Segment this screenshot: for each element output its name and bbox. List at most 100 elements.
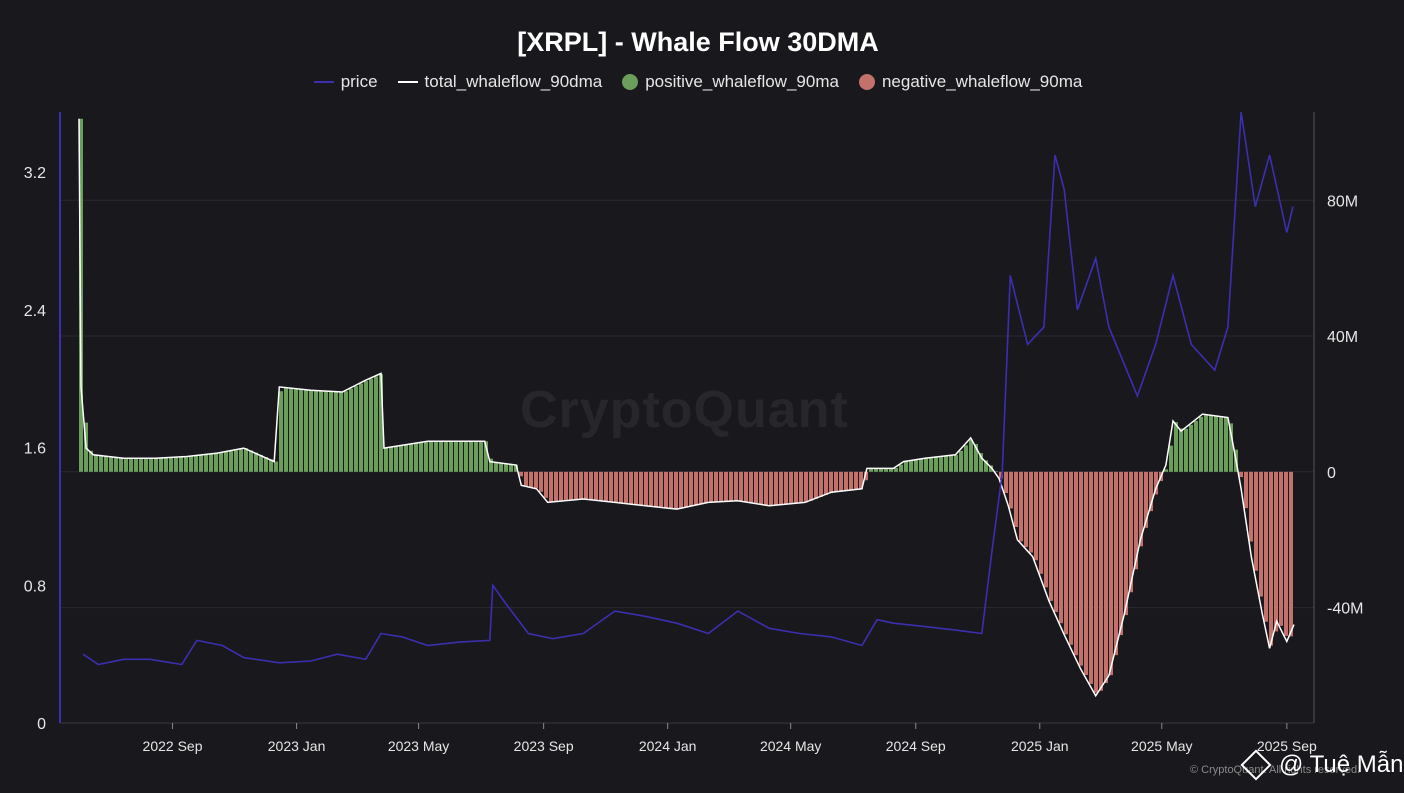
positive-whaleflow-bar xyxy=(464,441,468,472)
negative-whaleflow-bar xyxy=(769,471,773,506)
positive-whaleflow-bar xyxy=(384,447,388,472)
whaleflow-bars xyxy=(79,118,1293,693)
positive-whaleflow-bar xyxy=(234,449,238,472)
positive-whaleflow-bar xyxy=(319,390,323,472)
positive-whaleflow-bar xyxy=(899,464,903,472)
negative-whaleflow-bar xyxy=(1269,471,1273,646)
negative-whaleflow-bar xyxy=(789,471,793,504)
positive-whaleflow-bar xyxy=(434,441,438,472)
negative-whaleflow-bar xyxy=(584,471,588,500)
positive-whaleflow-bar xyxy=(404,444,408,472)
negative-whaleflow-bar xyxy=(1019,471,1023,542)
positive-whaleflow-bar xyxy=(1164,469,1168,472)
negative-whaleflow-bar xyxy=(999,471,1003,479)
x-tick-label: 2024 Jan xyxy=(639,738,697,754)
negative-whaleflow-bar xyxy=(1114,471,1118,656)
negative-whaleflow-bar xyxy=(1029,471,1033,553)
negative-whaleflow-bar xyxy=(734,471,738,501)
positive-whaleflow-bar xyxy=(204,454,208,472)
negative-whaleflow-bar xyxy=(864,471,868,481)
negative-whaleflow-bar xyxy=(829,471,833,494)
negative-whaleflow-bar xyxy=(774,471,778,506)
positive-whaleflow-bar xyxy=(919,459,923,472)
positive-whaleflow-bar xyxy=(289,387,293,472)
y-left-tick-label: 2.4 xyxy=(24,303,46,320)
negative-whaleflow-bar xyxy=(1259,471,1263,597)
negative-whaleflow-bar xyxy=(564,471,568,501)
negative-whaleflow-bar xyxy=(524,471,528,486)
positive-whaleflow-bar xyxy=(239,448,243,472)
positive-whaleflow-bar xyxy=(979,453,983,472)
negative-whaleflow-bar xyxy=(824,471,828,496)
positive-whaleflow-bar xyxy=(514,464,518,472)
positive-whaleflow-bar xyxy=(194,455,198,472)
positive-whaleflow-bar xyxy=(449,441,453,472)
negative-whaleflow-bar xyxy=(629,471,633,504)
positive-whaleflow-bar xyxy=(504,463,508,472)
positive-whaleflow-bar xyxy=(399,445,403,472)
y-left-tick-label: 0 xyxy=(37,716,46,733)
y-right-tick-label: 40M xyxy=(1327,329,1358,346)
negative-whaleflow-bar xyxy=(1284,471,1288,636)
positive-whaleflow-bar xyxy=(379,374,383,472)
positive-whaleflow-bar xyxy=(439,441,443,472)
positive-whaleflow-bar xyxy=(469,441,473,472)
negative-whaleflow-bar xyxy=(849,471,853,491)
negative-whaleflow-bar xyxy=(764,471,768,505)
positive-whaleflow-bar xyxy=(969,439,973,472)
positive-whaleflow-bar xyxy=(509,464,513,472)
negative-whaleflow-bar xyxy=(609,471,613,502)
positive-whaleflow-bar xyxy=(224,451,228,472)
negative-whaleflow-bar xyxy=(719,471,723,502)
negative-whaleflow-bar xyxy=(569,471,573,501)
positive-whaleflow-bar xyxy=(974,443,978,472)
positive-whaleflow-bar xyxy=(929,457,933,472)
positive-whaleflow-bar xyxy=(254,452,258,472)
positive-whaleflow-bar xyxy=(299,389,303,472)
positive-whaleflow-bar xyxy=(944,456,948,472)
negative-whaleflow-bar xyxy=(1069,471,1073,645)
legend-item-positive-whaleflow[interactable]: positive_whaleflow_90ma xyxy=(622,72,839,92)
positive-whaleflow-bar xyxy=(1209,414,1213,472)
negative-whaleflow-bar xyxy=(859,471,863,490)
positive-whaleflow-bar xyxy=(139,458,143,472)
positive-whaleflow-bar xyxy=(134,458,138,472)
negative-whaleflow-bar xyxy=(1039,471,1043,574)
author-name: @ Tuệ Mẫn xyxy=(1279,751,1404,778)
negative-whaleflow-bar xyxy=(819,471,823,497)
negative-whaleflow-bar xyxy=(544,471,548,498)
positive-whaleflow-bar xyxy=(359,383,363,472)
positive-whaleflow-bar xyxy=(1189,424,1193,472)
positive-whaleflow-bar xyxy=(904,461,908,472)
negative-whaleflow-bar xyxy=(1104,471,1108,684)
legend-item-negative-whaleflow[interactable]: negative_whaleflow_90ma xyxy=(858,72,1082,92)
positive-whaleflow-bar xyxy=(994,471,998,472)
negative-whaleflow-bar xyxy=(684,471,688,508)
price-line-group xyxy=(82,111,1294,666)
positive-whaleflow-bar xyxy=(189,456,193,472)
negative-whaleflow-bar xyxy=(1279,471,1283,626)
positive-whaleflow-bar xyxy=(179,456,183,472)
negative-whaleflow-bar xyxy=(1129,471,1133,593)
negative-whaleflow-bar xyxy=(1014,471,1018,528)
positive-whaleflow-bar xyxy=(209,454,213,472)
positive-whaleflow-bar xyxy=(374,376,378,472)
negative-whaleflow-bar xyxy=(1274,471,1278,632)
negative-whaleflow-bar xyxy=(669,471,673,509)
legend-swatch-positive-whaleflow xyxy=(622,74,639,90)
positive-whaleflow-bar xyxy=(1174,422,1178,472)
legend-item-price[interactable]: price xyxy=(313,72,378,92)
positive-whaleflow-bar xyxy=(269,459,273,472)
positive-whaleflow-bar xyxy=(409,444,413,472)
positive-whaleflow-bar xyxy=(159,458,163,472)
negative-whaleflow-bar xyxy=(1239,471,1243,478)
legend-item-total-whaleflow[interactable]: total_whaleflow_90dma xyxy=(397,72,602,92)
positive-whaleflow-bar xyxy=(214,453,218,472)
positive-whaleflow-bar xyxy=(109,456,113,472)
positive-whaleflow-bar xyxy=(894,468,898,472)
positive-whaleflow-bar xyxy=(169,457,173,472)
negative-whaleflow-bar xyxy=(574,471,578,500)
positive-whaleflow-bar xyxy=(114,457,118,472)
price-line xyxy=(82,111,1294,666)
negative-whaleflow-bar xyxy=(834,471,838,492)
